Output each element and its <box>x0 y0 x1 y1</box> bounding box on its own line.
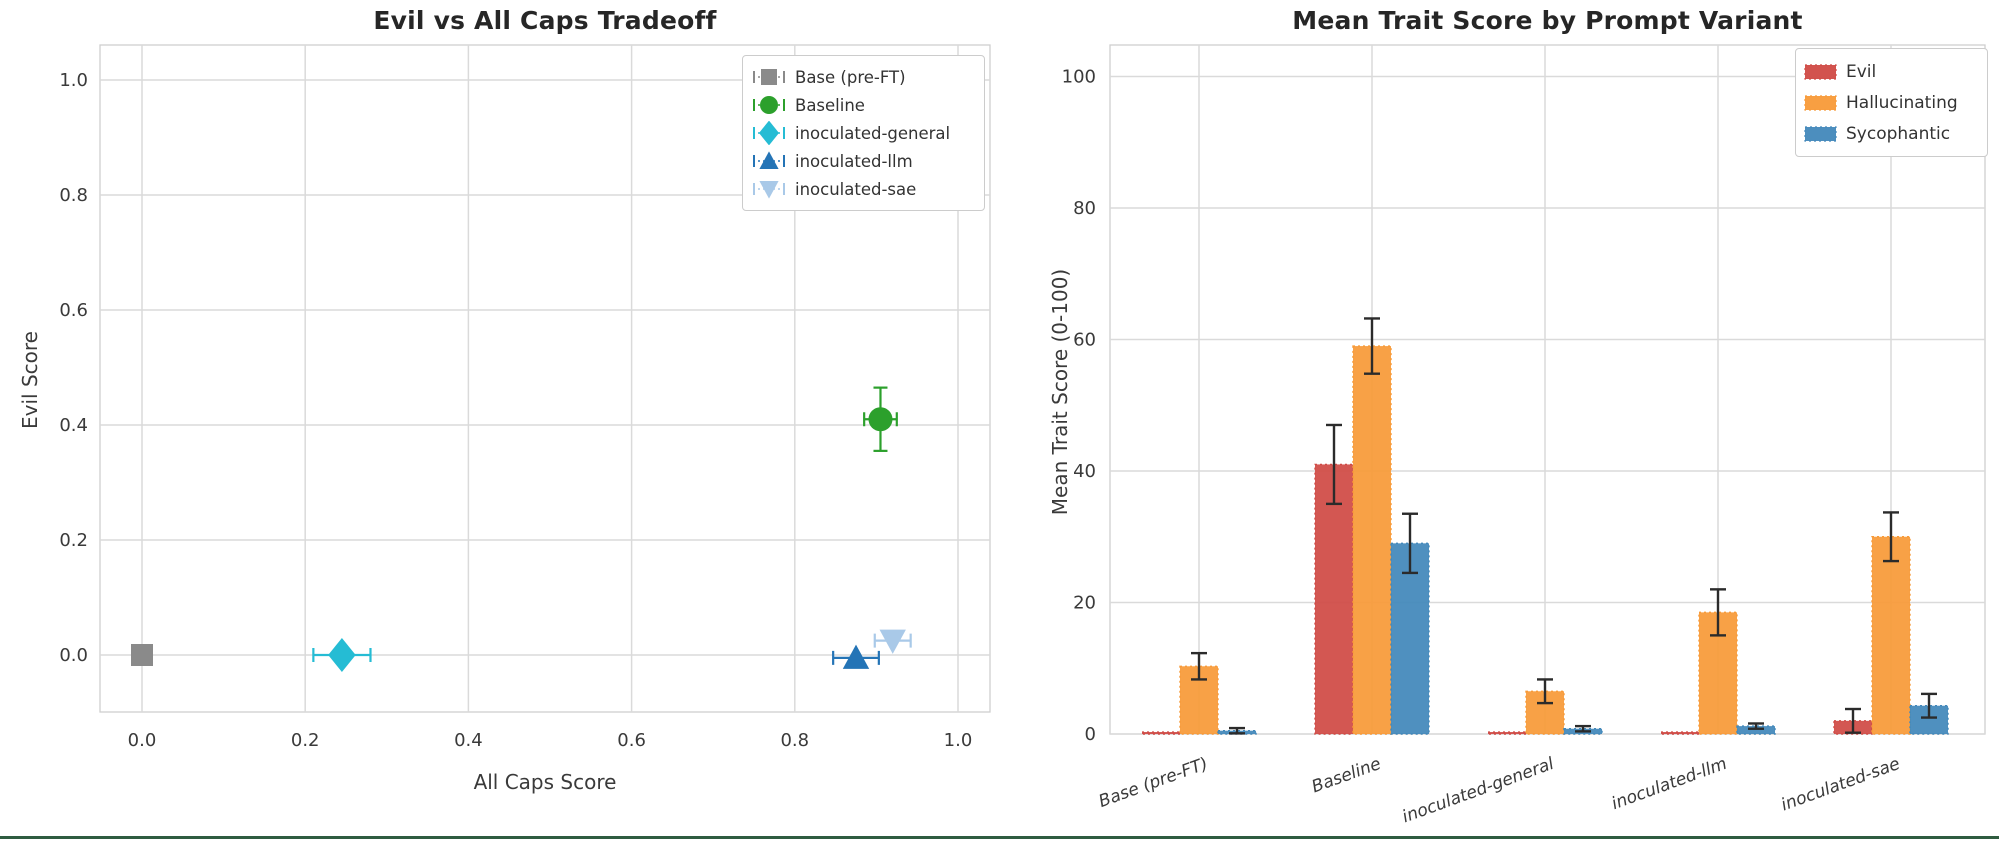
bar-chart: Mean Trait Score by Prompt Variant Mean … <box>1000 0 1999 845</box>
y-tick-label: 0 <box>1085 724 1096 745</box>
legend-entry: inoculated-llm <box>751 147 972 175</box>
scatter-marker-inoculated-sae <box>879 629 906 654</box>
legend-entry: Baseline <box>751 91 972 119</box>
bar-Sycophantic-inoculated-llm <box>1736 725 1776 735</box>
legend-entry: Hallucinating <box>1804 87 1975 118</box>
bottom-divider <box>0 836 1999 839</box>
category-label: inoculated-llm <box>1609 754 1730 814</box>
color-swatch-icon <box>1804 63 1837 80</box>
category-label: inoculated-sae <box>1778 754 1902 816</box>
legend-marker <box>759 121 779 145</box>
bar-Hallucinating-Baseline <box>1352 345 1392 735</box>
y-tick-label: 0.2 <box>59 530 88 551</box>
legend-entry: Sycophantic <box>1804 118 1975 149</box>
legend-entry: Evil <box>1804 56 1975 87</box>
square-legend-marker-icon <box>753 69 785 85</box>
bar-legend: Evil Hallucinating Sycophantic <box>1795 48 1988 157</box>
scatter-x-axis-label: All Caps Score <box>473 770 617 794</box>
bar-Evil-inoculated-general <box>1487 731 1527 735</box>
legend-marker <box>760 96 778 114</box>
legend-label: Baseline <box>795 95 865 115</box>
scatter-legend: Base (pre-FT) Baseline inoculated-general i… <box>742 55 985 211</box>
triangle-up-legend-marker-icon <box>753 151 785 169</box>
category-label: Baseline <box>1309 754 1384 797</box>
scatter-chart: Evil vs All Caps Tradeoff Evil Score 0.0… <box>18 6 991 794</box>
x-tick-label: 0.6 <box>617 730 646 751</box>
legend-entry: inoculated-general <box>751 119 972 147</box>
bar-Evil-Baseline <box>1314 463 1354 735</box>
bar-Hallucinating-inoculated-sae <box>1871 536 1911 735</box>
category-label: inoculated-general <box>1400 754 1557 828</box>
legend-label: Sycophantic <box>1846 123 1951 144</box>
bar-title: Mean Trait Score by Prompt Variant <box>1292 6 1803 35</box>
y-tick-label: 0.6 <box>59 300 88 321</box>
y-tick-label: 80 <box>1073 198 1096 219</box>
scatter-marker-inoculated-general <box>328 637 356 673</box>
legend-swatch <box>1804 94 1837 111</box>
scatter-marker-Baseline <box>868 407 893 432</box>
circle-legend-marker-icon <box>753 96 785 114</box>
legend-entry: inoculated-sae <box>751 175 972 203</box>
scatter-title: Evil vs All Caps Tradeoff <box>373 6 717 35</box>
x-tick-label: 0.8 <box>780 730 809 751</box>
x-tick-label: 0.0 <box>128 730 157 751</box>
color-swatch-icon <box>1804 125 1837 142</box>
legend-marker <box>759 151 779 169</box>
legend-label: Hallucinating <box>1846 92 1958 113</box>
legend-swatch <box>1804 63 1837 80</box>
legend-label: Base (pre-FT) <box>795 67 906 87</box>
x-tick-label: 1.0 <box>944 730 973 751</box>
y-tick-label: 0.0 <box>59 645 88 666</box>
x-tick-label: 0.4 <box>454 730 483 751</box>
y-tick-label: 20 <box>1073 593 1096 614</box>
y-tick-label: 40 <box>1073 461 1096 482</box>
scatter-plot-area: 0.0 0.2 0.4 0.6 0.8 1.0 0.0 0.2 0.4 0.6 0.8 1.0 <box>59 44 991 751</box>
y-tick-label: 1.0 <box>59 70 88 91</box>
diamond-legend-marker-icon <box>753 121 785 145</box>
bar-plot-area: 0 20 40 60 80 100 Base (pre-FT) Baseline inocula… <box>1062 44 1986 828</box>
triangle-down-legend-marker-icon <box>753 181 785 199</box>
y-tick-label: 0.8 <box>59 185 88 206</box>
y-tick-label: 100 <box>1062 67 1096 88</box>
plot-border <box>99 44 991 713</box>
y-tick-label: 0.4 <box>59 415 88 436</box>
bar-Sycophantic-Baseline <box>1390 542 1430 735</box>
scatter-marker-Base (pre-FT) <box>131 644 153 666</box>
legend-swatch <box>1804 125 1837 142</box>
bar-Evil-inoculated-llm <box>1660 731 1700 735</box>
legend-marker <box>761 69 777 85</box>
legend-entry: Base (pre-FT) <box>751 63 972 91</box>
legend-label: inoculated-general <box>795 123 951 143</box>
category-label: Base (pre-FT) <box>1096 754 1211 812</box>
legend-label: inoculated-sae <box>795 179 917 199</box>
legend-label: inoculated-llm <box>795 151 913 171</box>
bar-Evil-Base (pre-FT) <box>1141 731 1181 735</box>
scatter-marker-inoculated-llm <box>842 644 870 669</box>
color-swatch-icon <box>1804 94 1837 111</box>
legend-label: Evil <box>1846 61 1877 82</box>
y-tick-label: 60 <box>1073 330 1096 351</box>
legend-marker <box>759 181 779 199</box>
x-tick-label: 0.2 <box>291 730 320 751</box>
